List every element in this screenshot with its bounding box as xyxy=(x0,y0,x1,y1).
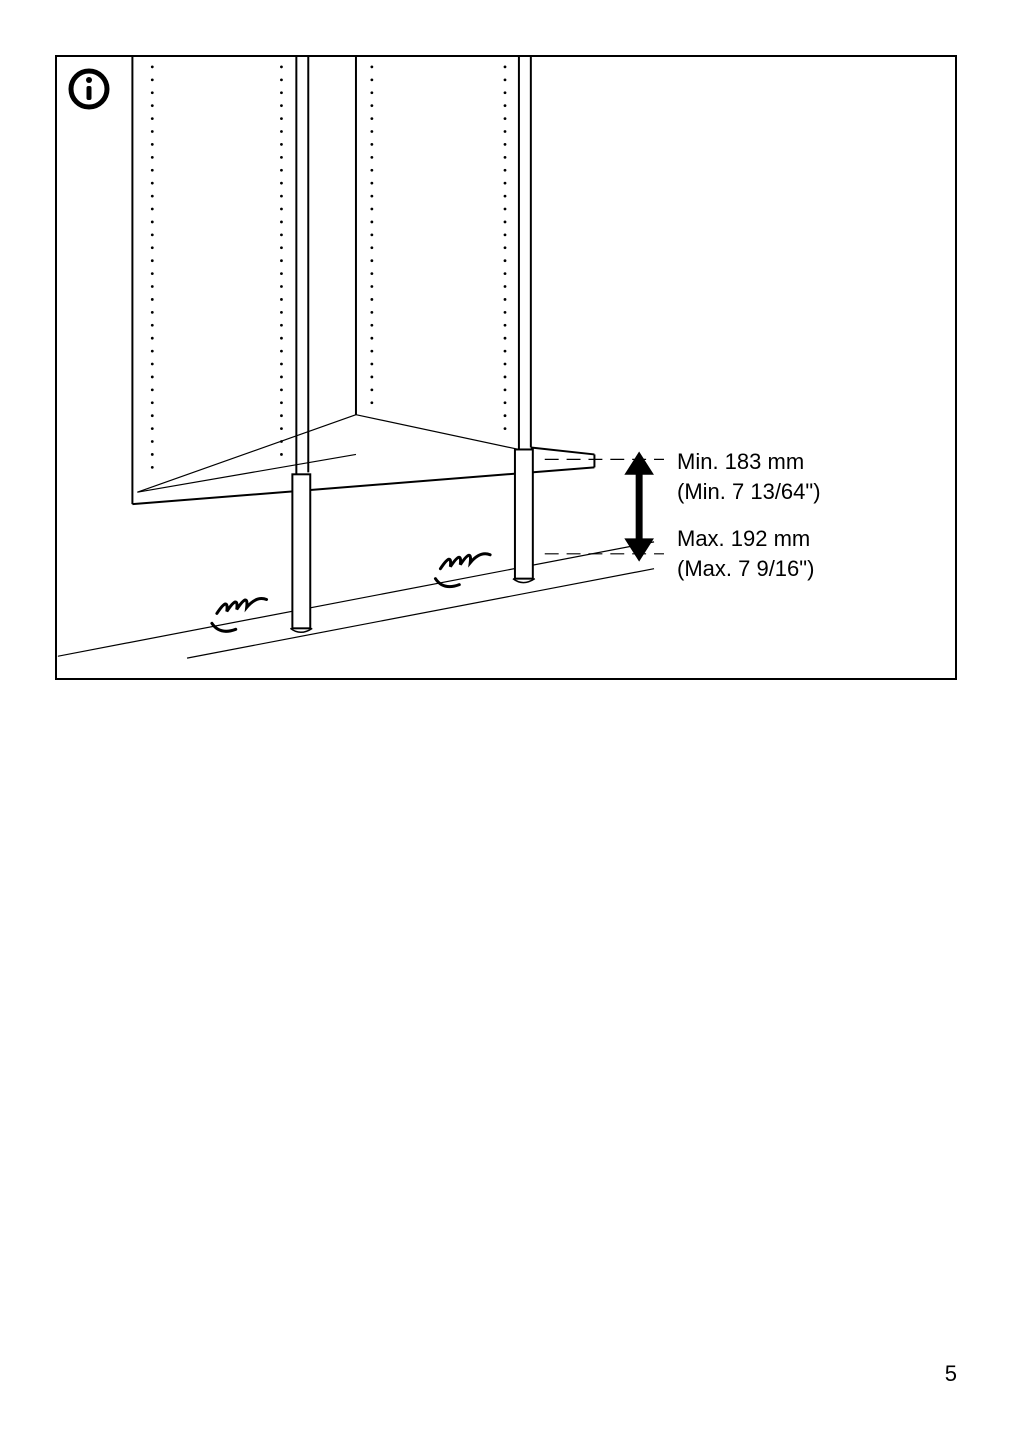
instruction-page: Min. 183 mm (Min. 7 13/64") Max. 192 mm … xyxy=(0,0,1012,1432)
min-in-label: (Min. 7 13/64") xyxy=(677,477,821,507)
dimension-labels: Min. 183 mm (Min. 7 13/64") Max. 192 mm … xyxy=(677,447,821,602)
max-in-label: (Max. 7 9/16") xyxy=(677,554,821,584)
page-number: 5 xyxy=(945,1361,957,1387)
dimension-arrow xyxy=(625,452,653,560)
min-mm-label: Min. 183 mm xyxy=(677,447,821,477)
max-mm-label: Max. 192 mm xyxy=(677,524,821,554)
diagram-frame: Min. 183 mm (Min. 7 13/64") Max. 192 mm … xyxy=(55,55,957,680)
